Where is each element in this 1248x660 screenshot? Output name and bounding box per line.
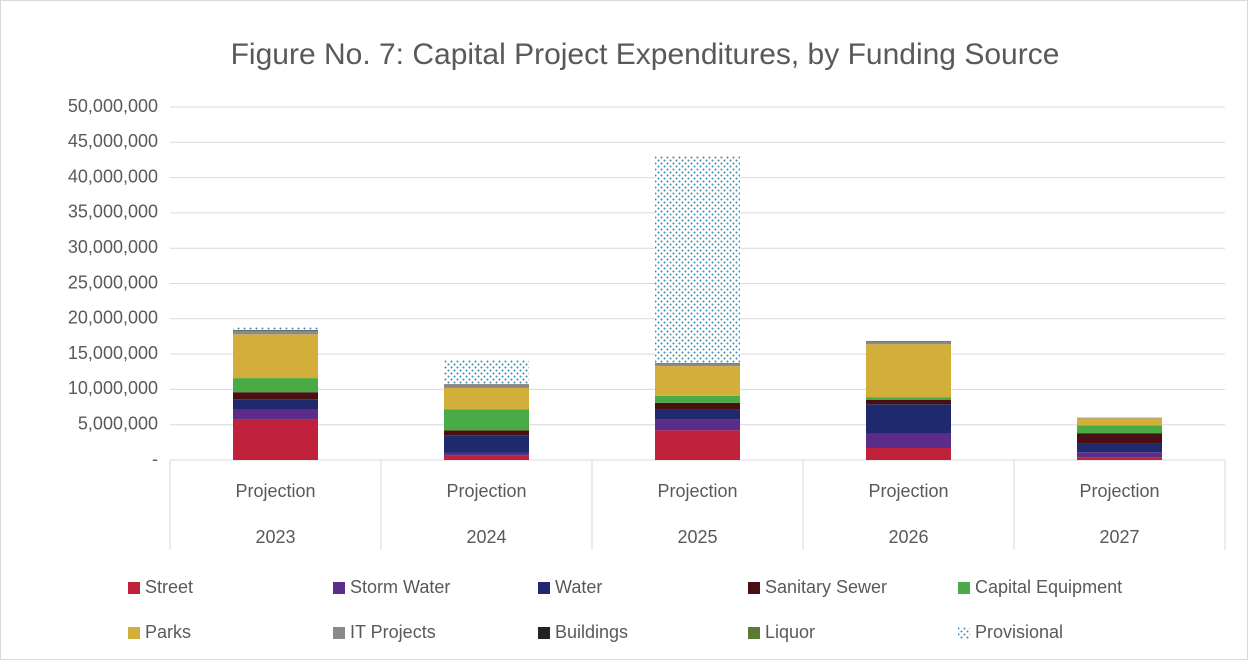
bar-segment (1077, 452, 1162, 458)
bar-segment (233, 334, 318, 379)
y-tick-label: 20,000,000 (68, 308, 158, 328)
bar-segment (233, 327, 318, 331)
bar-segment (1077, 418, 1162, 426)
legend-swatch (748, 582, 760, 594)
legend-swatch (538, 582, 550, 594)
y-tick-label: 40,000,000 (68, 166, 158, 186)
bar-segment (444, 452, 529, 456)
bar-segment (866, 342, 951, 345)
x-group-label: 2023 (255, 527, 295, 547)
bar-segment (233, 409, 318, 420)
legend-label: IT Projects (350, 622, 436, 642)
bar-segment (444, 387, 529, 410)
x-group-label: 2025 (677, 527, 717, 547)
x-tick-label: Projection (868, 481, 948, 501)
legend-swatch (128, 627, 140, 639)
bar-segment (866, 341, 951, 343)
bar-segment (1077, 425, 1162, 434)
x-group-label: 2026 (888, 527, 928, 547)
legend-label: Liquor (765, 622, 815, 642)
y-tick-label: 25,000,000 (68, 272, 158, 292)
bar-segment (655, 409, 740, 420)
bar-segment (655, 366, 740, 396)
bar-segment (233, 419, 318, 460)
bar-segment (444, 384, 529, 386)
legend-swatch (333, 582, 345, 594)
y-tick-label: - (152, 449, 158, 469)
legend-swatch (958, 627, 970, 639)
legend-label: Water (555, 577, 602, 597)
bar-segment (444, 409, 529, 431)
legend-label: Provisional (975, 622, 1063, 642)
y-tick-label: 15,000,000 (68, 343, 158, 363)
legend-label: Capital Equipment (975, 577, 1122, 597)
legend-label: Street (145, 577, 193, 597)
y-tick-label: 45,000,000 (68, 131, 158, 151)
bar-segment (444, 385, 529, 388)
x-group-label: 2027 (1099, 527, 1139, 547)
bar-segment (866, 433, 951, 448)
bar-segment (655, 402, 740, 410)
bar-segment (233, 330, 318, 331)
x-tick-label: Projection (446, 481, 526, 501)
bar-segment (444, 359, 529, 385)
legend-swatch (958, 582, 970, 594)
bar-segment (444, 430, 529, 436)
bar-segment (655, 363, 740, 364)
bar-segment (866, 404, 951, 434)
bar-segment (1077, 417, 1162, 419)
bar-segment (866, 344, 951, 398)
bar-segment (233, 378, 318, 393)
bar-segment (655, 430, 740, 460)
legend-swatch (538, 627, 550, 639)
bar-segment (866, 447, 951, 460)
bar-segment (233, 330, 318, 335)
chart-title: Figure No. 7: Capital Project Expenditur… (231, 38, 1060, 71)
legend-swatch (748, 627, 760, 639)
legend-label: Parks (145, 622, 191, 642)
bar-segment (655, 156, 740, 364)
bar-segment (233, 392, 318, 400)
x-group-label: 2024 (466, 527, 506, 547)
y-tick-label: 30,000,000 (68, 237, 158, 257)
x-tick-label: Projection (657, 481, 737, 501)
bar-segment (1077, 457, 1162, 460)
bar-segment (866, 399, 951, 405)
y-tick-label: 50,000,000 (68, 96, 158, 116)
y-tick-label: 10,000,000 (68, 378, 158, 398)
bar-segment (655, 363, 740, 367)
x-tick-label: Projection (1079, 481, 1159, 501)
bar-segment (655, 419, 740, 431)
bar-segment (1077, 433, 1162, 444)
x-tick-label: Projection (235, 481, 315, 501)
bar-segment (233, 399, 318, 410)
legend-swatch (128, 582, 140, 594)
y-tick-label: 5,000,000 (78, 413, 158, 433)
legend-swatch (333, 627, 345, 639)
y-tick-label: 35,000,000 (68, 202, 158, 222)
bar-segment (444, 435, 529, 453)
bar-segment (866, 397, 951, 400)
legend-label: Sanitary Sewer (765, 577, 887, 597)
bar-segment (1077, 443, 1162, 453)
legend-label: Buildings (555, 622, 628, 642)
legend-label: Storm Water (350, 577, 450, 597)
bar-segment (655, 395, 740, 403)
bar-segment (444, 455, 529, 460)
